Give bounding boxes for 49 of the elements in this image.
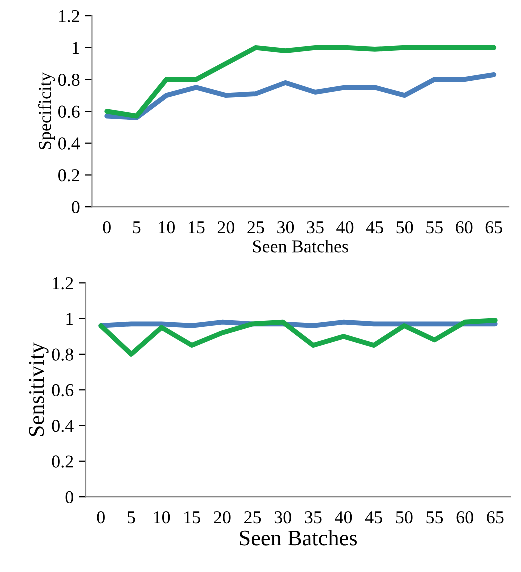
y-axis-title: Sensitivity [29, 342, 49, 436]
x-tick-label: 30 [274, 511, 292, 524]
x-tick-label: 65 [487, 512, 504, 524]
x-tick-label: 45 [366, 222, 384, 234]
y-tick-label: 0 [66, 491, 74, 504]
y-tick-label: 0.2 [58, 169, 80, 182]
x-tick-label: 25 [248, 222, 264, 234]
x-tick-label: 5 [128, 512, 136, 524]
x-tick-label: 0 [97, 511, 105, 524]
y-tick-label: 0.8 [52, 348, 74, 361]
y-tick-label: 1 [72, 42, 80, 54]
line-series [98, 318, 498, 357]
x-tick-label: 55 [426, 222, 443, 234]
y-tick-label: 0.6 [58, 106, 80, 118]
y-tick-label: 0.2 [52, 456, 74, 468]
x-axis-title: Seen Batches [253, 240, 348, 253]
x-tick-label: 45 [365, 512, 382, 524]
y-tick-label: 1.2 [53, 277, 74, 290]
x-tick-label: 20 [218, 221, 235, 234]
x-tick-label: 35 [307, 222, 324, 234]
x-tick-label: 25 [244, 512, 262, 524]
x-tick-label: 20 [214, 511, 231, 524]
x-tick-label: 15 [184, 512, 200, 524]
y-tick-label: 1 [66, 313, 74, 326]
x-axis-title: Seen Batches [240, 530, 358, 546]
x-tick-label: 40 [335, 511, 352, 524]
x-tick-label: 30 [278, 221, 294, 234]
x-tick-label: 55 [426, 512, 444, 524]
y-axis-title: Specificity [38, 72, 56, 150]
y-tick-label: 1.2 [59, 10, 80, 23]
x-tick-label: 15 [188, 222, 205, 234]
x-tick-label: 10 [154, 511, 170, 524]
x-tick-label: 50 [396, 221, 414, 234]
x-tick-label: 40 [336, 221, 354, 234]
y-tick-label: 0.8 [58, 74, 80, 86]
x-tick-label: 65 [486, 222, 502, 234]
y-tick-label: 0.6 [52, 384, 74, 397]
x-tick-label: 35 [305, 512, 322, 524]
line-series [104, 72, 497, 120]
line-series [104, 45, 497, 119]
y-tick-label: 0 [72, 201, 80, 214]
x-tick-label: 60 [456, 511, 474, 524]
x-tick-label: 60 [456, 221, 473, 234]
y-tick-label: 0.4 [58, 138, 80, 150]
x-tick-label: 5 [133, 222, 141, 234]
x-tick-label: 0 [103, 221, 111, 234]
x-tick-label: 50 [396, 511, 413, 524]
y-tick-label: 0.4 [52, 420, 74, 432]
x-tick-label: 10 [159, 221, 175, 234]
